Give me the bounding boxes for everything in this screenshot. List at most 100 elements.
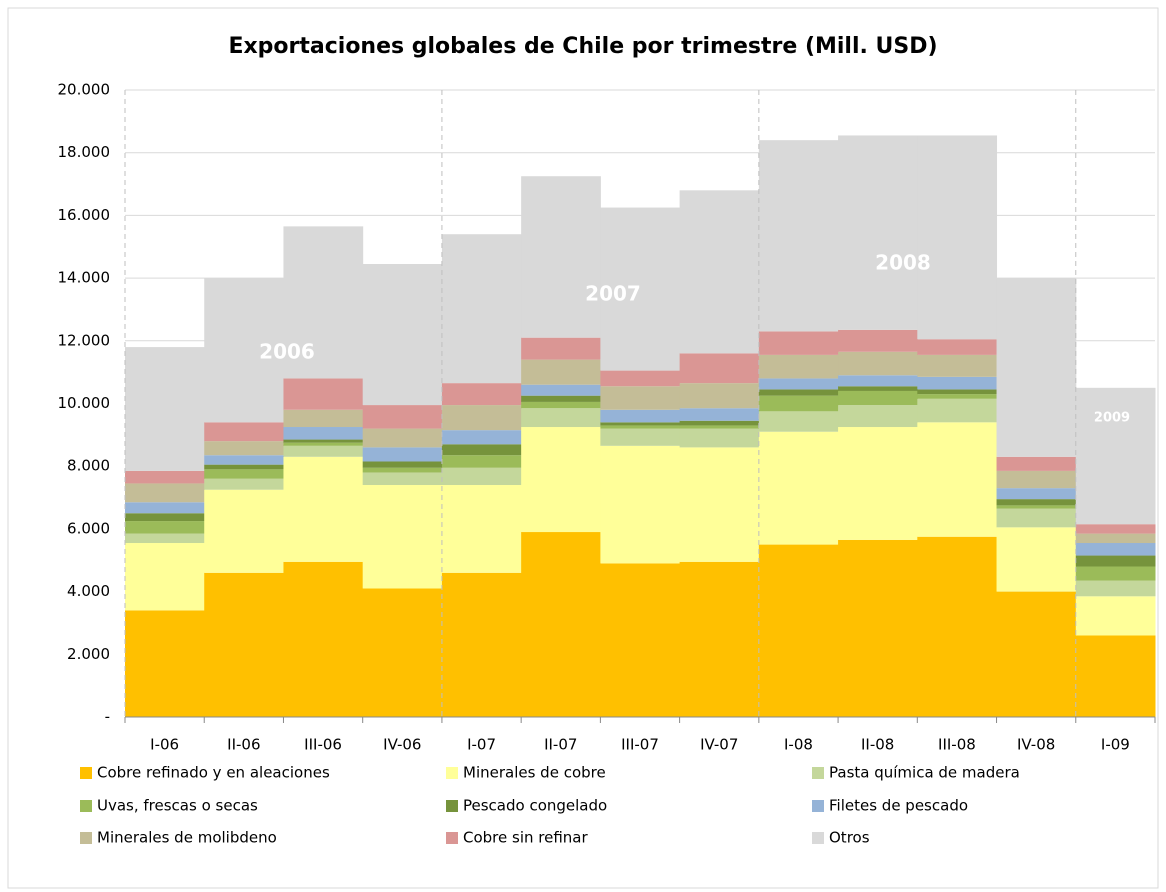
legend-swatch <box>446 767 458 779</box>
bar-segment <box>204 441 284 456</box>
chart-title: Exportaciones globales de Chile por trim… <box>228 34 937 59</box>
bar-segment <box>125 543 205 611</box>
x-tick-label: I-08 <box>784 736 813 754</box>
bar-segment <box>1075 533 1156 544</box>
legend-label: Filetes de pescado <box>829 797 968 815</box>
bar-segment <box>917 398 998 423</box>
legend-label: Minerales de cobre <box>463 764 606 782</box>
legend-swatch <box>812 800 824 812</box>
legend-swatch <box>446 832 458 844</box>
bar-segment <box>362 467 443 473</box>
year-label: 2006 <box>259 340 315 364</box>
y-tick-label: 2.000 <box>67 645 110 663</box>
legend-swatch <box>446 800 458 812</box>
bar-segment <box>362 447 443 462</box>
bar-segment <box>521 401 601 409</box>
bar-segment <box>521 532 601 717</box>
legend-label: Cobre sin refinar <box>463 829 588 847</box>
bar-segment <box>441 485 522 573</box>
bar-segment <box>996 470 1077 489</box>
y-tick-label: 8.000 <box>67 457 110 475</box>
bar-segment <box>441 430 522 445</box>
bar-segment <box>996 527 1077 592</box>
legend-label: Uvas, frescas o secas <box>97 797 258 815</box>
bar-segment <box>996 508 1077 528</box>
bar-segment <box>283 561 364 717</box>
x-tick-label: II-07 <box>544 736 577 754</box>
bar-segment <box>1075 524 1156 534</box>
bar-segment <box>679 561 760 717</box>
bar-segment <box>600 409 681 423</box>
bar-segment <box>125 513 205 522</box>
bar-segment <box>204 572 284 717</box>
bar-segment <box>521 395 601 402</box>
bar-segment <box>917 376 998 390</box>
bar-segment <box>917 389 998 395</box>
bar-segment <box>996 456 1077 471</box>
x-tick-label: III-06 <box>304 736 342 754</box>
bar-segment <box>125 521 205 534</box>
bar-segment <box>758 140 839 332</box>
bar-segment <box>1075 596 1156 636</box>
bar-segment <box>996 488 1077 500</box>
bar-segment <box>679 447 760 562</box>
bar-segment <box>758 544 839 717</box>
bar-segment <box>838 386 918 391</box>
bar-segment <box>283 439 364 443</box>
bar-segment <box>283 442 364 446</box>
bar-segment <box>1075 566 1156 581</box>
bar-segment <box>600 563 681 717</box>
bar-segment <box>204 489 284 573</box>
x-tick-label: II-08 <box>861 736 894 754</box>
year-label: 2007 <box>585 282 641 306</box>
bar-segment <box>1075 387 1156 525</box>
bar-segment <box>917 536 998 717</box>
y-tick-label: 20.000 <box>58 81 111 99</box>
legend-label: Otros <box>829 829 870 847</box>
legend-swatch <box>80 800 92 812</box>
legend-swatch <box>812 832 824 844</box>
bar-segment <box>838 405 918 428</box>
bar-segment <box>362 485 443 589</box>
bar-segment <box>521 384 601 396</box>
bar-segment <box>441 572 522 717</box>
bar-segment <box>758 395 839 412</box>
y-tick-label: 14.000 <box>58 269 111 287</box>
bar-segment <box>1075 555 1156 567</box>
bar-segment <box>441 405 522 431</box>
bar-segment <box>600 422 681 426</box>
x-tick-label: I-09 <box>1101 736 1130 754</box>
bar-segment <box>758 354 839 379</box>
x-tick-label: I-06 <box>150 736 179 754</box>
bar-segment <box>204 464 284 470</box>
bar-segment <box>600 445 681 564</box>
bar-segment <box>362 405 443 429</box>
bar-segment <box>362 588 443 717</box>
bar-segment <box>521 408 601 428</box>
bar-segment <box>125 610 205 717</box>
bar-segment <box>441 234 522 384</box>
bar-segment <box>996 591 1077 717</box>
bar-segment <box>758 389 839 396</box>
x-tick-label: IV-06 <box>383 736 421 754</box>
bar-segment <box>600 386 681 410</box>
x-tick-label: IV-08 <box>1017 736 1055 754</box>
bar-segment <box>362 428 443 448</box>
bar-segment <box>125 502 205 514</box>
y-tick-label: 18.000 <box>58 143 111 161</box>
bar-segment <box>521 176 601 338</box>
bar-segment <box>362 461 443 468</box>
bar-segment <box>521 427 601 533</box>
x-tick-label: III-08 <box>938 736 976 754</box>
y-tick-label: 10.000 <box>58 394 111 412</box>
bar-segment <box>283 378 364 410</box>
bar-segment <box>125 470 205 484</box>
bar-segment <box>521 359 601 385</box>
bar-segment <box>679 420 760 426</box>
bar-segment <box>838 390 918 406</box>
bar-segment <box>441 444 522 456</box>
bar-segment <box>600 428 681 446</box>
bar-segment <box>996 505 1077 509</box>
bar-segment <box>679 425 760 429</box>
legend-label: Pescado congelado <box>463 797 607 815</box>
